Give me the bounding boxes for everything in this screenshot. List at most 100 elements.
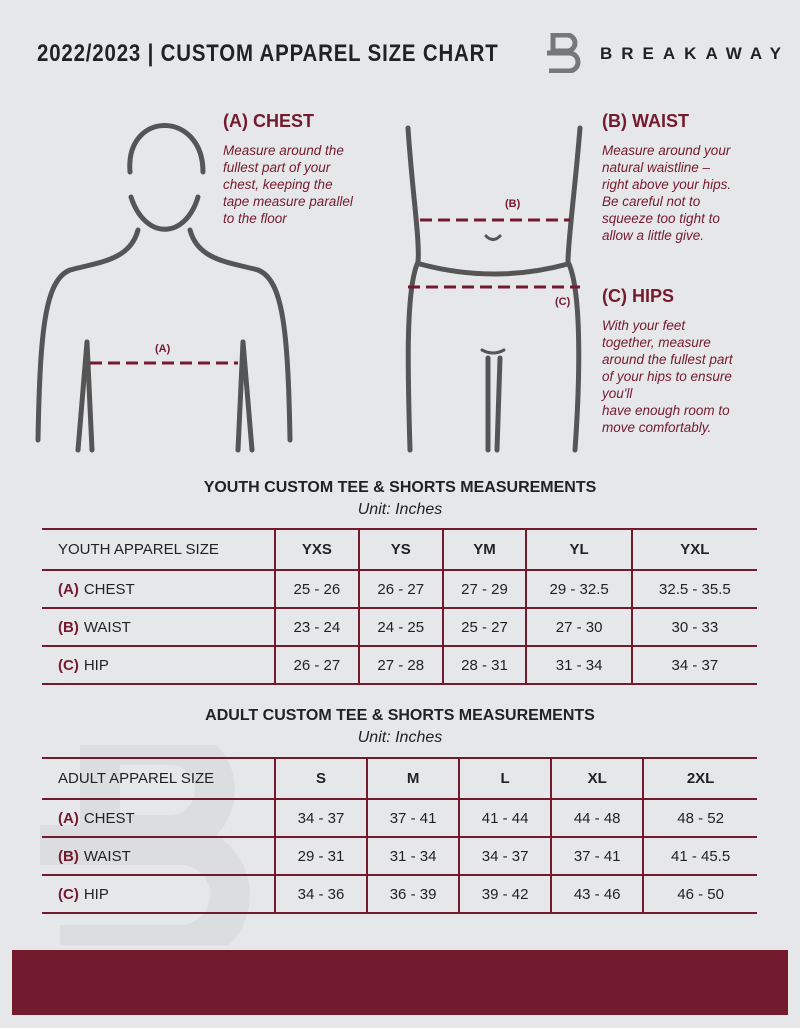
measurement-value: 30 - 33: [630, 607, 757, 647]
table-row: (C) HIP 34 - 36 36 - 39 39 - 42 43 - 46 46 - 5…: [42, 874, 757, 914]
desc-line: of your hips to ensure: [602, 369, 732, 384]
adult-size-table: ADULT APPAREL SIZE S M L XL 2XL (A) CHEST 34 - 3…: [42, 757, 757, 914]
size-header: YM: [441, 528, 527, 571]
measurement-value: 31 - 34: [525, 645, 632, 685]
waist-description: Measure around your natural waistline – ri…: [602, 142, 731, 244]
measurement-label: (C) HIP: [42, 645, 275, 685]
measurement-value: 25 - 26: [274, 569, 359, 609]
desc-line: to the floor: [223, 211, 287, 226]
table-row: (A) CHEST 25 - 26 26 - 27 27 - 29 29 - 32.5 32…: [42, 569, 757, 609]
measurement-name: HIP: [83, 885, 109, 903]
measurement-value: 37 - 41: [550, 836, 644, 876]
measurement-value: 37 - 41: [366, 798, 460, 838]
measurement-label: (A) CHEST: [42, 798, 275, 838]
desc-line: squeeze too tight to: [602, 211, 720, 226]
measurement-value: 34 - 37: [630, 645, 757, 685]
desc-line: right above your hips.: [602, 177, 732, 192]
desc-line: With your feet: [602, 318, 686, 333]
measurement-value: 26 - 27: [274, 645, 359, 685]
measurement-value: 24 - 25: [357, 607, 443, 647]
measurement-value: 27 - 29: [441, 569, 527, 609]
table-header-row: ADULT APPAREL SIZE S M L XL 2XL: [42, 757, 757, 800]
waist-heading: (B) WAIST: [602, 111, 689, 131]
body-figure-illustration: [35, 123, 583, 453]
desc-line: have enough room to: [602, 403, 730, 418]
desc-line: chest, keeping the: [223, 177, 333, 192]
size-header: L: [458, 757, 552, 800]
measurement-letter: (B): [58, 847, 79, 865]
measurement-label: (B) WAIST: [42, 607, 275, 647]
chest-marker: (A): [155, 343, 171, 355]
measurement-name: WAIST: [83, 618, 131, 636]
measurement-name: CHEST: [83, 580, 135, 598]
hip-marker: (C): [555, 296, 571, 308]
hips-instructions: (C) HIPS With your feet together, measure…: [602, 286, 733, 436]
adult-section-title: ADULT CUSTOM TEE & SHORTS MEASUREMENTS: [205, 707, 595, 724]
measurement-value: 41 - 45.5: [642, 836, 757, 876]
desc-line: you'll: [602, 386, 633, 401]
size-header: XL: [550, 757, 644, 800]
waist-marker: (B): [505, 198, 521, 210]
measurement-value: 36 - 39: [366, 874, 460, 914]
size-header: YXS: [274, 528, 359, 571]
measurement-value: 32.5 - 35.5: [630, 569, 757, 609]
brand-name: BREAKAWAY: [600, 44, 790, 63]
table-row: (A) CHEST 34 - 37 37 - 41 41 - 44 44 - 48 48 -…: [42, 798, 757, 838]
desc-line: Measure around your: [602, 143, 731, 158]
size-header: YS: [357, 528, 443, 571]
measurement-value: 34 - 37: [458, 836, 552, 876]
chest-description: Measure around the fullest part of your ch…: [223, 142, 353, 227]
desc-line: together, measure: [602, 335, 711, 350]
hips-heading: (C) HIPS: [602, 286, 674, 306]
measurement-value: 48 - 52: [642, 798, 757, 838]
measurement-value: 39 - 42: [458, 874, 552, 914]
youth-size-table: YOUTH APPAREL SIZE YXS YS YM YL YXL (A) CHEST 25…: [42, 528, 757, 685]
footer-bar: [12, 950, 788, 1015]
measurement-value: 25 - 27: [441, 607, 527, 647]
desc-line: move comfortably.: [602, 420, 712, 435]
youth-section-title: YOUTH CUSTOM TEE & SHORTS MEASUREMENTS: [203, 479, 597, 496]
measurement-value: 27 - 30: [525, 607, 632, 647]
measurement-label: (B) WAIST: [42, 836, 275, 876]
measurement-letter: (A): [58, 580, 79, 598]
measurement-value: 29 - 31: [273, 836, 368, 876]
size-header: S: [273, 757, 368, 800]
measurement-name: CHEST: [83, 809, 135, 827]
size-header: 2XL: [642, 757, 757, 800]
size-label-header: ADULT APPAREL SIZE: [42, 757, 275, 800]
measurement-value: 31 - 34: [366, 836, 460, 876]
youth-unit: Unit: Inches: [357, 501, 443, 518]
measurement-value: 34 - 36: [273, 874, 368, 914]
measurement-value: 23 - 24: [274, 607, 359, 647]
measurement-value: 46 - 50: [642, 874, 757, 914]
breakaway-logo-icon: [547, 33, 581, 73]
desc-line: tape measure parallel: [223, 194, 353, 209]
table-row: (B) WAIST 23 - 24 24 - 25 25 - 27 27 - 30 30 -…: [42, 607, 757, 647]
measurement-label: (A) CHEST: [42, 569, 275, 609]
size-header: YXL: [630, 528, 757, 571]
waist-instructions: (B) WAIST Measure around your natural wai…: [602, 111, 731, 244]
table-row: (B) WAIST 29 - 31 31 - 34 34 - 37 37 - 41 41 -…: [42, 836, 757, 876]
size-label-header: YOUTH APPAREL SIZE: [42, 528, 275, 571]
measurement-name: HIP: [83, 656, 109, 674]
measurement-label: (C) HIP: [42, 874, 275, 914]
measurement-value: 29 - 32.5: [525, 569, 632, 609]
desc-line: natural waistline –: [602, 160, 711, 175]
measurement-name: WAIST: [83, 847, 131, 865]
measurement-value: 43 - 46: [550, 874, 644, 914]
chest-heading: (A) CHEST: [223, 111, 314, 131]
table-row: (C) HIP 26 - 27 27 - 28 28 - 31 31 - 34 34 - 3…: [42, 645, 757, 685]
adult-unit: Unit: Inches: [357, 729, 443, 746]
measurement-value: 44 - 48: [550, 798, 644, 838]
hips-description: With your feet together, measure around th…: [602, 317, 733, 436]
measurement-value: 28 - 31: [441, 645, 527, 685]
desc-line: around the fullest part: [602, 352, 733, 367]
page-title: 2022/2023 | CUSTOM APPAREL SIZE CHART: [37, 40, 499, 67]
desc-line: Measure around the: [223, 143, 344, 158]
size-header: M: [366, 757, 460, 800]
size-header: YL: [525, 528, 632, 571]
desc-line: Be careful not to: [602, 194, 701, 209]
measurement-value: 34 - 37: [273, 798, 368, 838]
desc-line: allow a little give.: [602, 228, 705, 243]
measurement-value: 27 - 28: [357, 645, 443, 685]
